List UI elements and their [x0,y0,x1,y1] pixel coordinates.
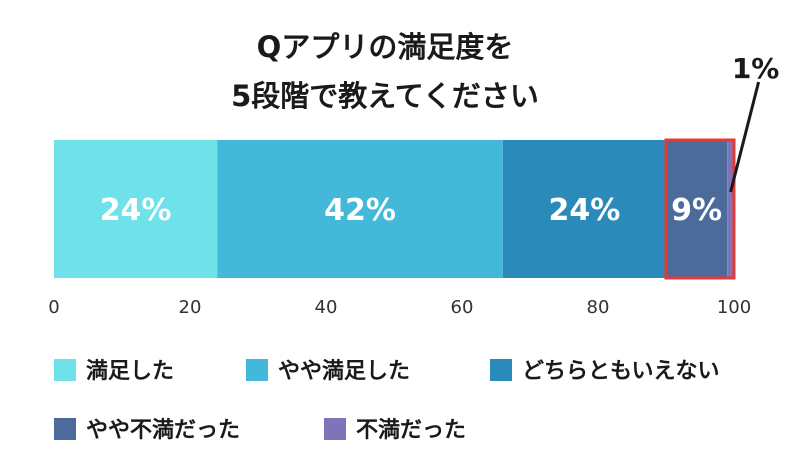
x-tick-label: 20 [179,297,202,318]
bar-segment-4 [666,140,728,278]
legend-swatch-4 [54,418,76,440]
chart-title: Qアプリの満足度を 5段階で教えてください [231,30,539,113]
bar-segment-2 [217,140,503,278]
chart-title-line-1: Qアプリの満足度を [257,30,514,64]
bar-group: 24% 42% 24% 9% [54,140,734,278]
legend-label-5: 不満だった [356,417,466,443]
data-label-segment-2: 42% [324,193,396,228]
legend-swatch-2 [246,359,268,381]
data-label-segment-3: 24% [548,193,620,228]
legend-swatch-3 [490,359,512,381]
legend-swatch-5 [324,418,346,440]
legend-label-1: 満足した [86,358,174,384]
bar-segment-1 [54,140,218,278]
data-label-segment-4: 9% [671,193,722,228]
x-tick-label: 0 [48,297,59,318]
legend-label-4: やや不満だった [86,417,240,443]
data-label-segment-1: 24% [100,193,172,228]
bar-segment-3 [502,140,666,278]
callout-line [729,81,761,193]
chart-title-line-2: 5段階で教えてください [231,79,539,113]
x-tick-label: 40 [315,297,338,318]
x-tick-label: 80 [587,297,610,318]
x-tick-label: 60 [451,297,474,318]
x-tick-label: 100 [717,297,751,318]
highlight-box [664,138,736,280]
legend-label-3: どちらともいえない [522,359,720,384]
highlight-group: 1% [664,52,780,280]
bar-segment-5 [727,140,734,278]
x-axis: 0 20 40 60 80 100 [48,297,751,318]
data-label-segment-5: 1% [732,52,780,85]
legend-swatch-1 [54,359,76,381]
legend-label-2: やや満足した [278,358,410,384]
